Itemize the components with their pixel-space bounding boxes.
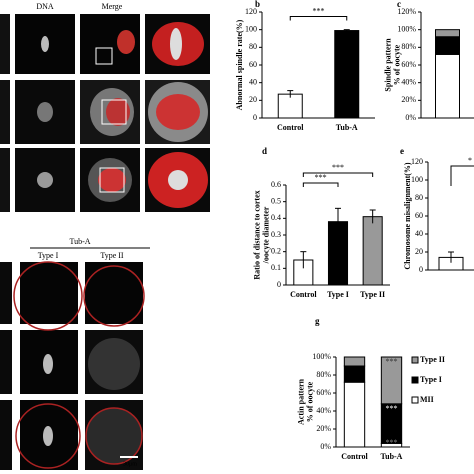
y-tick-label: 0.2 <box>271 246 281 255</box>
bar-segment <box>343 365 366 383</box>
bar <box>362 216 383 286</box>
x-tick-label: Control <box>341 452 368 461</box>
significance-label: *** <box>386 357 398 366</box>
bar <box>277 93 303 119</box>
type-label: Type II <box>100 251 124 260</box>
column-label: DNA <box>36 2 54 11</box>
bar-segment <box>435 36 460 55</box>
y-tick-label: 0 <box>253 113 257 122</box>
x-tick-label: Tub-A <box>381 452 403 461</box>
y-tick-label: 40% <box>401 77 416 86</box>
type-label: Type I <box>38 251 59 260</box>
legend-swatch <box>411 396 419 404</box>
y-tick-label: 80% <box>401 42 416 51</box>
y-tick-label: 40 <box>415 229 423 238</box>
y-axis-label: Abnormal spindle rate(%) <box>235 19 244 110</box>
y-tick-label: 120% <box>397 7 416 16</box>
y-tick-label: 0.6 <box>271 180 281 189</box>
significance-label: *** <box>332 163 344 172</box>
y-tick-label: 80 <box>249 42 257 51</box>
significance-label: *** <box>313 6 325 15</box>
y-tick-label: 60% <box>316 388 331 397</box>
y-tick-label: 0.3 <box>271 230 281 239</box>
legend-label: MII <box>420 395 434 404</box>
y-axis-label: Chromosome misalignment(%) <box>403 162 412 270</box>
y-tick-label: 0% <box>405 113 416 122</box>
y-tick-label: 80 <box>415 193 423 202</box>
panel-letter: c <box>397 0 401 9</box>
y-tick-label: 0 <box>277 280 281 289</box>
y-tick-label: 0.5 <box>271 196 281 205</box>
y-tick-label: 100% <box>312 352 331 361</box>
legend-swatch <box>411 376 419 384</box>
y-axis-label: Ratio of distance to cortex <box>252 190 261 279</box>
y-tick-label: 60 <box>249 60 257 69</box>
bar-segment <box>343 381 366 448</box>
y-axis-label: Actin pattern <box>296 378 305 425</box>
y-tick-label: 20 <box>249 95 257 104</box>
x-tick-label: Control <box>290 290 317 299</box>
column-label: Merge <box>102 2 123 11</box>
y-tick-label: 120 <box>411 157 423 166</box>
y-tick-label: 100 <box>411 175 423 184</box>
bar-segment <box>435 29 460 38</box>
y-tick-label: 40% <box>316 406 331 415</box>
y-axis-label: % of oocyte <box>305 381 314 422</box>
panel-letter: d <box>262 146 267 156</box>
significance-bracket <box>289 16 348 21</box>
y-tick-label: 100% <box>397 24 416 33</box>
panel-letter: e <box>400 146 404 156</box>
x-tick-label: Tub-A <box>336 123 358 132</box>
legend-label: Type I <box>420 375 442 384</box>
legend-label: Type II <box>420 355 445 364</box>
y-axis-label: % of oocyte <box>392 44 401 85</box>
y-axis-label: /oocyte diameter <box>261 206 270 264</box>
bar-segment <box>435 53 460 119</box>
significance-bracket <box>450 165 474 186</box>
y-tick-label: 120 <box>245 7 257 16</box>
legend-swatch <box>411 356 419 364</box>
x-tick-label: Type I <box>327 290 349 299</box>
y-tick-label: 20% <box>401 95 416 104</box>
significance-bracket <box>302 172 374 177</box>
y-tick-label: 20% <box>316 424 331 433</box>
bar-segment <box>380 356 403 405</box>
significance-label: *** <box>386 404 398 413</box>
scale-bar-label: 30μm <box>123 461 137 467</box>
y-tick-label: 100 <box>245 24 257 33</box>
y-tick-label: 0.1 <box>271 263 281 272</box>
y-tick-label: 0 <box>419 265 423 274</box>
significance-label: * <box>468 156 472 165</box>
bar <box>334 30 360 119</box>
y-tick-label: 0% <box>320 442 331 451</box>
y-tick-label: 80% <box>316 370 331 379</box>
group-label: Tub-A <box>69 237 90 246</box>
panel-letter: b <box>255 0 260 9</box>
bar-segment <box>343 356 366 367</box>
y-tick-label: 60 <box>415 211 423 220</box>
significance-label: *** <box>386 438 398 447</box>
significance-bracket <box>302 182 339 187</box>
y-axis-label: Spindle pattern <box>383 38 392 92</box>
x-tick-label: Control <box>277 123 304 132</box>
y-tick-label: 0.4 <box>271 213 281 222</box>
significance-label: *** <box>315 173 327 182</box>
y-tick-label: 40 <box>249 77 257 86</box>
panel-letter: g <box>315 316 320 326</box>
y-tick-label: 60% <box>401 60 416 69</box>
micrographs-top: DNA Merge <box>0 2 210 212</box>
y-tick-label: 20 <box>415 247 423 256</box>
micrographs-bottom: Tub-A Type I Type II 30μm <box>0 237 150 470</box>
x-tick-label: Type II <box>360 290 385 299</box>
